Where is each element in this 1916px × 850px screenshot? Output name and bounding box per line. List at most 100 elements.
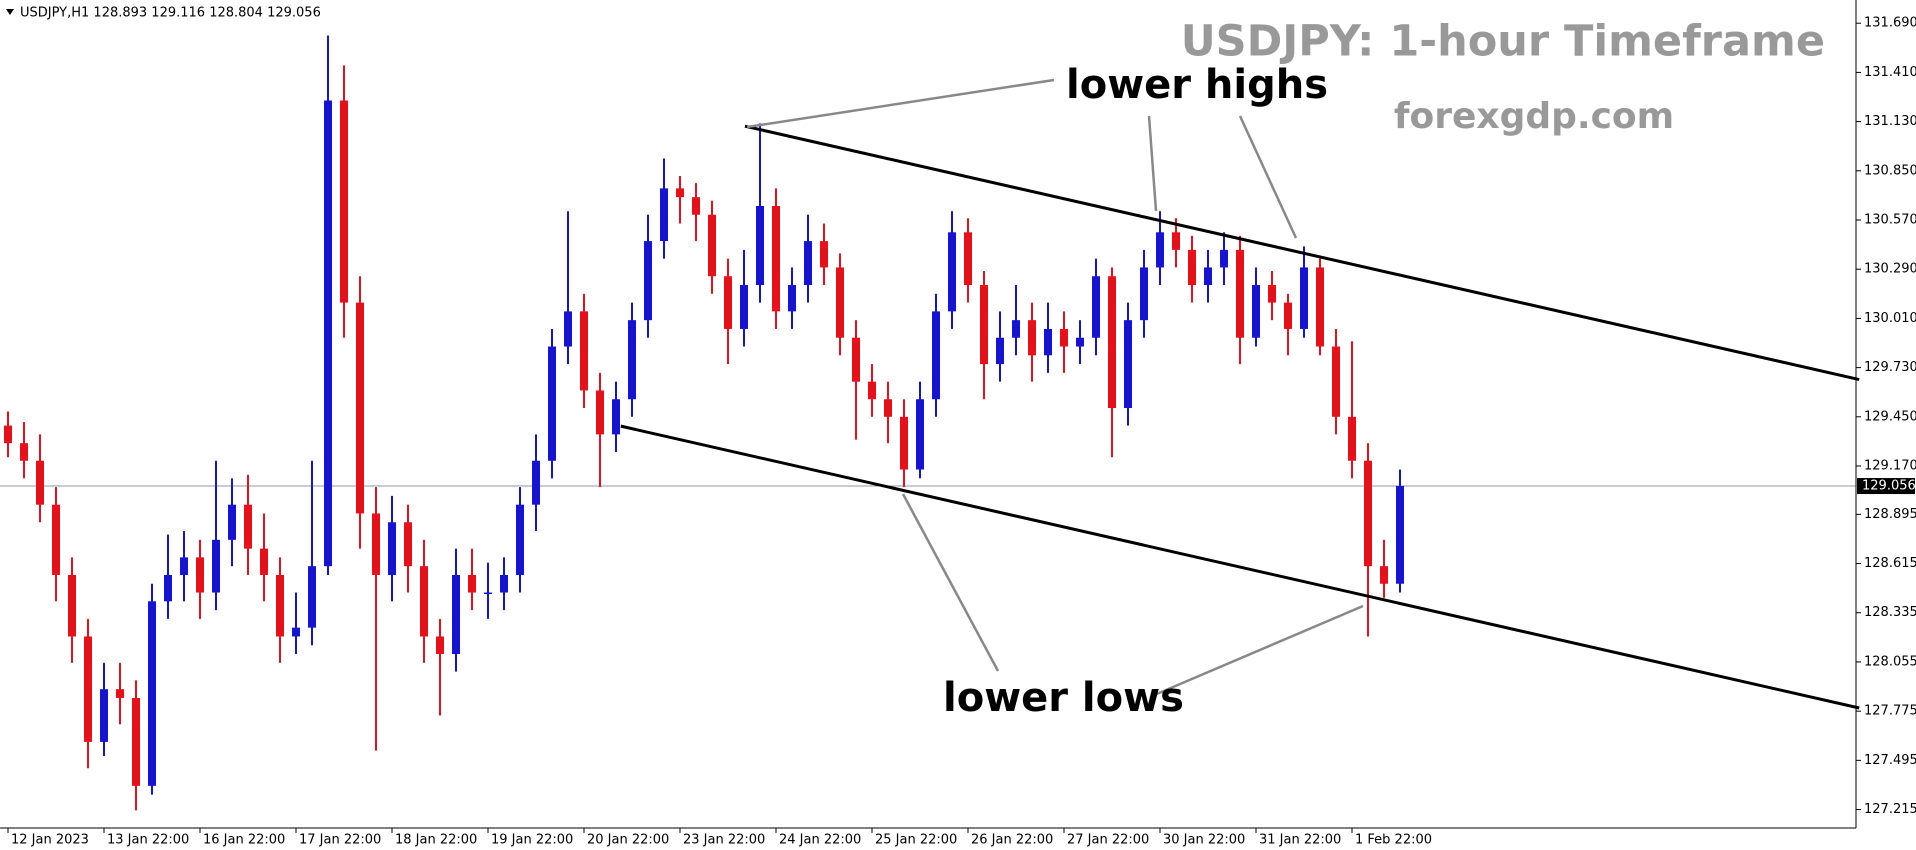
pointer-line (1147, 115, 1158, 212)
x-tick-label: 31 Jan 22:00 (1259, 833, 1341, 848)
candle-body (212, 539, 220, 593)
candle-body (996, 337, 1004, 365)
candle-body (324, 100, 332, 567)
candle-body (1172, 232, 1180, 250)
candle-body (532, 460, 540, 505)
candle-body (1364, 460, 1372, 567)
y-tick-label: 130.010 (1864, 311, 1916, 326)
x-tick-label: 23 Jan 22:00 (683, 833, 765, 848)
y-tick-label: 129.170 (1864, 459, 1916, 474)
candle-body (548, 346, 556, 461)
plot-area (0, 35, 1860, 811)
x-tick-label: 25 Jan 22:00 (875, 833, 957, 848)
y-tick-label: 128.895 (1864, 507, 1916, 522)
candle-body (612, 399, 620, 435)
pointer-lines (746, 78, 1364, 698)
candle-body (628, 320, 636, 400)
x-tick-label: 24 Jan 22:00 (779, 833, 861, 848)
candle-body (180, 557, 188, 575)
trendline (744, 124, 1860, 382)
candle-body (980, 285, 988, 365)
candle-body (1140, 267, 1148, 321)
candle-body (132, 697, 140, 786)
candle-body (1076, 337, 1084, 347)
chart-title: USDJPY: 1-hour Timeframe (1181, 17, 1825, 67)
candle-body (196, 557, 204, 593)
y-tick-label: 130.570 (1864, 213, 1916, 228)
y-tick-label: 127.775 (1864, 704, 1916, 719)
candle-body (1108, 276, 1116, 409)
candle-body (1316, 267, 1324, 347)
candle-body (1284, 302, 1292, 329)
candle-body (964, 232, 972, 286)
candle-body (1028, 320, 1036, 356)
candle-body (1044, 328, 1052, 356)
candle-body (692, 197, 700, 215)
candle-body (580, 311, 588, 391)
candle-body (52, 504, 60, 575)
candle-body (932, 311, 940, 400)
current-price-label: 129.056 (1862, 479, 1916, 494)
candle-body (772, 205, 780, 312)
candle-body (308, 566, 316, 628)
candle-body (836, 267, 844, 338)
candle-body (500, 574, 508, 593)
trendline (620, 424, 1860, 710)
candle-body (676, 188, 684, 198)
candle-body (340, 100, 348, 303)
menu-triangle[interactable] (6, 9, 14, 15)
candle-body (84, 636, 92, 742)
y-tick-label: 129.730 (1864, 360, 1916, 375)
candle-body (1268, 285, 1276, 303)
candle-body (276, 574, 284, 637)
candle-body (660, 188, 668, 242)
y-tick-label: 128.055 (1864, 654, 1916, 669)
x-tick-label: 30 Jan 22:00 (1163, 833, 1245, 848)
candle-body (644, 241, 652, 321)
x-tick-label: 20 Jan 22:00 (587, 833, 669, 848)
candle-body (260, 548, 268, 575)
pointer-line (746, 78, 1055, 129)
x-tick-label: 1 Feb 22:00 (1355, 833, 1432, 848)
y-tick-label: 127.495 (1864, 753, 1916, 768)
symbol-header: USDJPY,H1 128.893 129.116 128.804 129.05… (20, 6, 321, 21)
current-price-box (1857, 478, 1915, 495)
candle-body (1348, 416, 1356, 461)
y-tick-label: 128.335 (1864, 605, 1916, 620)
y-tick-label: 131.690 (1864, 16, 1916, 31)
candle-body (1396, 486, 1404, 584)
candle-body (756, 205, 764, 286)
candle-body (1204, 267, 1212, 286)
candle-body (740, 285, 748, 329)
candle-body (916, 399, 924, 470)
candle-body (868, 381, 876, 400)
pointer-line (1238, 115, 1298, 239)
candle-body (708, 214, 716, 277)
candle-body (1188, 249, 1196, 286)
y-tick-label: 131.410 (1864, 65, 1916, 80)
x-tick-label: 26 Jan 22:00 (971, 833, 1053, 848)
chart-subtitle: forexgdp.com (1394, 96, 1674, 137)
candle-body (404, 522, 412, 567)
candle-body (948, 232, 956, 312)
candle-body (372, 513, 380, 575)
candle-body (244, 504, 252, 549)
candle-body (36, 460, 44, 505)
candle-body (68, 574, 76, 637)
x-tick-label: 13 Jan 22:00 (107, 833, 189, 848)
pointer-line (1151, 604, 1364, 698)
candle-body (1380, 566, 1388, 584)
candle-body (292, 627, 300, 637)
candle-body (164, 574, 172, 602)
candle-body (1220, 249, 1228, 268)
candle-body (900, 416, 908, 470)
candle-body (596, 390, 604, 435)
candle-body (468, 574, 476, 593)
y-tick-label: 127.215 (1864, 802, 1916, 817)
x-tick-label: 16 Jan 22:00 (203, 833, 285, 848)
candle-body (1092, 276, 1100, 338)
candle-body (1124, 320, 1132, 409)
candle-body (516, 504, 524, 575)
candle-body (884, 399, 892, 417)
candle-body (420, 566, 428, 637)
